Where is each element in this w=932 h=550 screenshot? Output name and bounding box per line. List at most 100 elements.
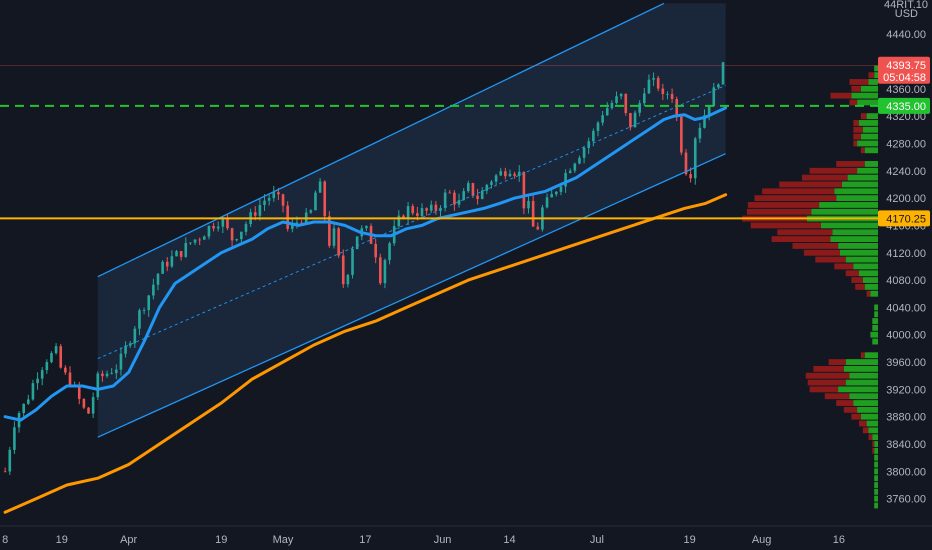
candle-body <box>434 204 438 211</box>
candle-body <box>244 224 248 232</box>
channel-fill <box>97 3 726 438</box>
candle-body <box>179 251 183 257</box>
time-axis[interactable]: 8 19 Apr 19 May 17 Jun 14 Jul 19 Aug 16 <box>0 525 932 550</box>
candle-body <box>578 157 581 164</box>
candle-body <box>717 84 720 88</box>
volume-profile-up-bar <box>845 359 878 365</box>
candle-body <box>670 93 674 100</box>
time-tick-label: Jun <box>434 534 452 546</box>
time-tick-label: Apr <box>120 534 137 546</box>
volume-profile-down-bar <box>862 427 869 434</box>
volume-profile-up-bar <box>847 174 878 181</box>
candle-body <box>397 215 401 227</box>
candle-body <box>295 222 299 224</box>
candle-body <box>527 200 530 209</box>
price-tick-label: 4120.00 <box>886 248 926 260</box>
time-tick-label: 19 <box>56 534 68 546</box>
candle-body <box>128 343 132 346</box>
candle-body <box>216 226 220 229</box>
candle-body <box>267 198 271 201</box>
channel-lines <box>97 2 726 438</box>
candle-body <box>467 183 470 192</box>
volume-profile-down-bar <box>853 140 858 147</box>
candle-body <box>680 116 683 153</box>
volume-profile-down-bar <box>803 249 840 256</box>
price-tick-label: 4360.00 <box>886 84 926 96</box>
candle-body <box>379 257 382 284</box>
level-badge-4335 <box>878 97 930 114</box>
volume-profile-up-bar <box>864 161 878 167</box>
candle-body <box>263 200 266 205</box>
candle-body <box>91 397 95 414</box>
volume-profile-up-bar <box>860 85 878 92</box>
candle-body <box>531 200 535 227</box>
candle-body <box>508 173 512 177</box>
volume-profile-up-bar <box>874 482 878 488</box>
volume-profile-up-bar <box>860 413 878 420</box>
candle-body <box>550 194 553 198</box>
price-axis[interactable]: 44RIT.10USD4440.004400.004360.004320.004… <box>880 0 932 550</box>
candle-body <box>388 243 391 261</box>
time-tick-label: 19 <box>215 534 227 546</box>
candle-body <box>605 108 609 116</box>
candle-body <box>235 239 239 241</box>
candle-body <box>675 99 679 117</box>
candle-body <box>50 353 53 363</box>
candle-body <box>643 93 646 104</box>
time-tick-label: 14 <box>503 534 515 546</box>
candle-body <box>462 191 465 201</box>
volume-profile-down-bar <box>802 174 848 181</box>
channel-mid-line <box>97 84 726 360</box>
volume-profile-up-bar <box>859 120 878 126</box>
volume-profile-up-bar <box>821 222 878 229</box>
price-tick-label: 3840.00 <box>886 439 926 451</box>
candle-body <box>147 295 151 311</box>
candle-body <box>253 212 257 216</box>
volume-profile-up-bar <box>872 318 878 324</box>
channel-lower-line <box>97 153 726 438</box>
symbol-label: 44RIT.10 <box>884 0 928 11</box>
candle-body <box>152 284 155 296</box>
candle-body <box>175 251 178 257</box>
volume-profile-down-bar <box>779 181 842 188</box>
candle-body <box>559 186 563 192</box>
candle-body <box>105 373 109 377</box>
candle-body <box>198 239 201 241</box>
candle-body <box>656 77 660 89</box>
candle-body <box>221 218 225 227</box>
candle-body <box>443 192 447 208</box>
volume-profile-up-bar <box>870 331 878 338</box>
price-tick-label: 4240.00 <box>886 166 926 178</box>
candle-body <box>328 216 331 246</box>
volume-profile-up-bar <box>853 263 878 270</box>
volume-profile-up-bar <box>838 243 878 249</box>
candle-body <box>355 236 359 249</box>
candle-body <box>300 222 303 224</box>
candle-body <box>240 231 243 240</box>
candle-body <box>633 112 637 128</box>
level-badge-4170 <box>878 210 930 227</box>
volume-profile-up-bar <box>864 147 878 154</box>
price-tick-label: 4440.00 <box>886 29 926 41</box>
channel-upper-line <box>97 2 665 278</box>
volume-profile-down-bar <box>851 85 861 92</box>
last-price-badge <box>878 56 930 84</box>
volume-profile-down-bar <box>828 359 846 365</box>
price-tick-label: 4320.00 <box>886 111 926 123</box>
moving-average-fast-line <box>3 106 728 422</box>
volume-profile-down-bar <box>771 236 831 243</box>
candle-body <box>652 77 655 80</box>
level-value-4170: 4170.25 <box>886 213 926 225</box>
volume-profile-down-bar <box>849 99 858 106</box>
candle-body <box>610 103 614 109</box>
candle-body <box>203 236 206 240</box>
candle-body <box>124 345 127 354</box>
candle-body <box>703 115 706 128</box>
candle-body <box>429 204 433 211</box>
horizontal-levels <box>0 65 880 220</box>
volume-profile-up-bar <box>874 441 878 447</box>
candle-body <box>142 310 146 311</box>
candle-body <box>693 138 697 179</box>
candle-body <box>138 310 141 329</box>
